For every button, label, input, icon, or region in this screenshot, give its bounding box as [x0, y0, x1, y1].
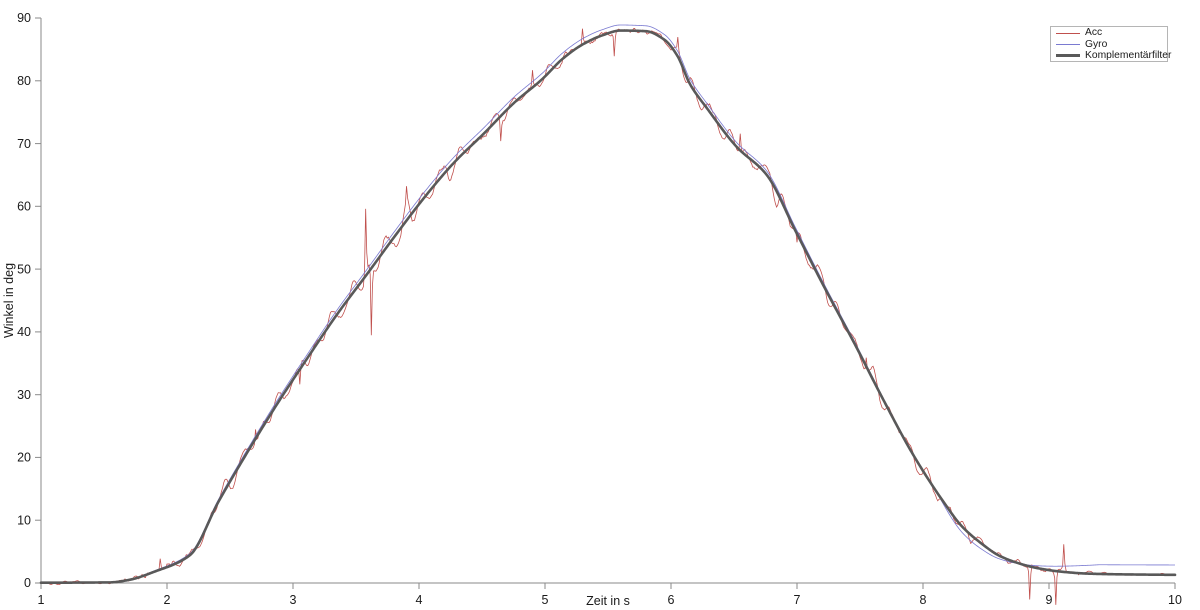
svg-text:10: 10 [1168, 593, 1182, 607]
svg-text:6: 6 [668, 593, 675, 607]
svg-text:1: 1 [38, 593, 45, 607]
svg-text:50: 50 [17, 262, 31, 276]
svg-text:Winkel in deg: Winkel in deg [2, 263, 16, 338]
svg-text:9: 9 [1046, 593, 1053, 607]
svg-text:3: 3 [290, 593, 297, 607]
svg-text:40: 40 [17, 325, 31, 339]
svg-text:70: 70 [17, 137, 31, 151]
svg-text:90: 90 [17, 11, 31, 25]
svg-text:4: 4 [416, 593, 423, 607]
svg-text:20: 20 [17, 451, 31, 465]
svg-text:30: 30 [17, 388, 31, 402]
svg-text:7: 7 [794, 593, 801, 607]
svg-text:2: 2 [164, 593, 171, 607]
svg-text:8: 8 [920, 593, 927, 607]
svg-text:Zeit in s: Zeit in s [586, 594, 630, 608]
svg-text:80: 80 [17, 74, 31, 88]
svg-text:5: 5 [542, 593, 549, 607]
svg-text:0: 0 [24, 576, 31, 590]
svg-text:10: 10 [17, 513, 31, 527]
svg-text:60: 60 [17, 200, 31, 214]
